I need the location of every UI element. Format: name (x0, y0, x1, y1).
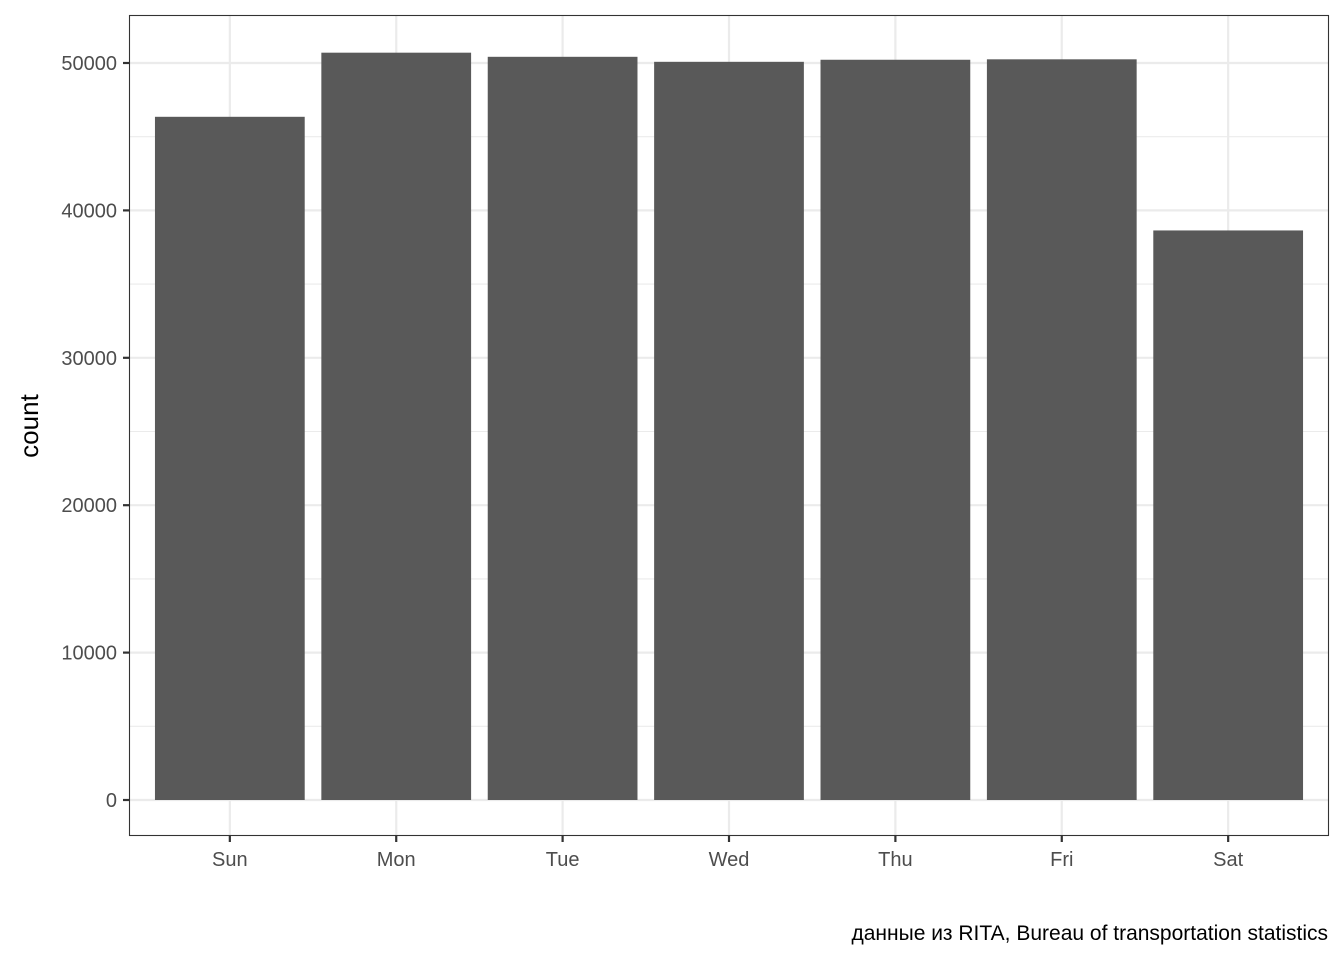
bar-sun (154, 116, 305, 800)
bar-wed (654, 61, 804, 800)
x-tick-label: Tue (546, 849, 580, 871)
y-tick-label: 0 (106, 790, 117, 812)
bar-thu (820, 59, 971, 800)
x-tick-label: Fri (1050, 849, 1073, 871)
bar-tue (487, 56, 638, 800)
y-tick-label: 20000 (61, 495, 117, 517)
bar-mon (321, 52, 472, 800)
bars (154, 52, 1304, 800)
y-axis: 0 10000 20000 30000 40000 50000 (61, 53, 130, 812)
y-tick-label: 30000 (61, 348, 117, 370)
x-tick-label: Wed (709, 849, 750, 871)
bar-sat (1153, 230, 1304, 800)
x-tick-label: Sat (1213, 849, 1243, 871)
x-tick-label: Mon (377, 849, 416, 871)
x-tick-label: Thu (878, 849, 912, 871)
y-axis-title: count (14, 393, 44, 457)
x-tick-label: Sun (212, 849, 248, 871)
bar-fri (986, 59, 1137, 800)
y-tick-label: 10000 (61, 643, 117, 665)
chart-caption: данные из RITA, Bureau of transportation… (851, 922, 1328, 945)
y-tick-label: 50000 (61, 53, 117, 75)
y-tick-label: 40000 (61, 200, 117, 222)
x-axis: Sun Mon Tue Wed Thu Fri Sat (212, 835, 1244, 871)
